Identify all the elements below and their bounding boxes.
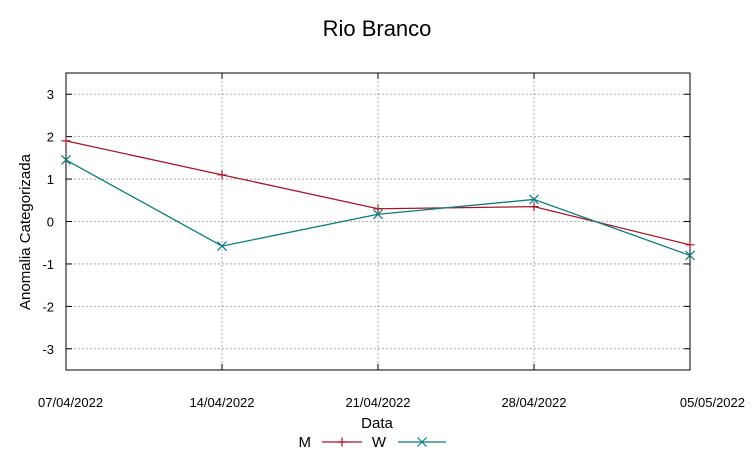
data-point-marker [417, 437, 427, 447]
data-point-marker [217, 241, 227, 252]
data-point-marker [217, 170, 227, 180]
grid-lines [66, 73, 690, 370]
x-tick-label: 28/04/2022 [501, 395, 566, 410]
legend-label-w: W [372, 434, 387, 451]
legend-label-m: M [299, 434, 312, 451]
y-tick-label: 1 [47, 172, 54, 187]
x-tick-label: 05/05/2022 [680, 395, 745, 410]
x-tick-label: 14/04/2022 [189, 395, 254, 410]
series-group [61, 136, 695, 261]
data-point-marker [373, 209, 383, 220]
y-axis-label: Anomalia Categorizada [17, 153, 34, 310]
data-point-marker [61, 155, 71, 165]
data-point-marker [61, 136, 71, 146]
x-tick-label: 21/04/2022 [345, 395, 410, 410]
data-point-marker [529, 194, 539, 205]
data-point-marker [337, 437, 347, 447]
y-tick-label: 2 [47, 130, 54, 145]
y-axis-ticks: 3 2 1 0 -1 -2 -3 [42, 87, 690, 357]
chart-title: Rio Branco [323, 16, 432, 41]
data-point-marker [685, 240, 695, 250]
x-axis-ticks: 07/04/2022 14/04/2022 21/04/2022 28/04/2022… [38, 73, 745, 410]
data-point-marker [685, 250, 695, 261]
x-tick-label: 07/04/2022 [38, 395, 103, 410]
y-tick-label: -2 [42, 299, 54, 314]
y-tick-label: 0 [47, 215, 54, 230]
y-tick-label: -3 [42, 342, 54, 357]
x-axis-label: Data [361, 415, 393, 432]
data-point-marker [529, 202, 539, 212]
data-point-marker [373, 204, 383, 214]
y-tick-label: -1 [42, 257, 54, 272]
y-tick-label: 3 [47, 87, 54, 102]
